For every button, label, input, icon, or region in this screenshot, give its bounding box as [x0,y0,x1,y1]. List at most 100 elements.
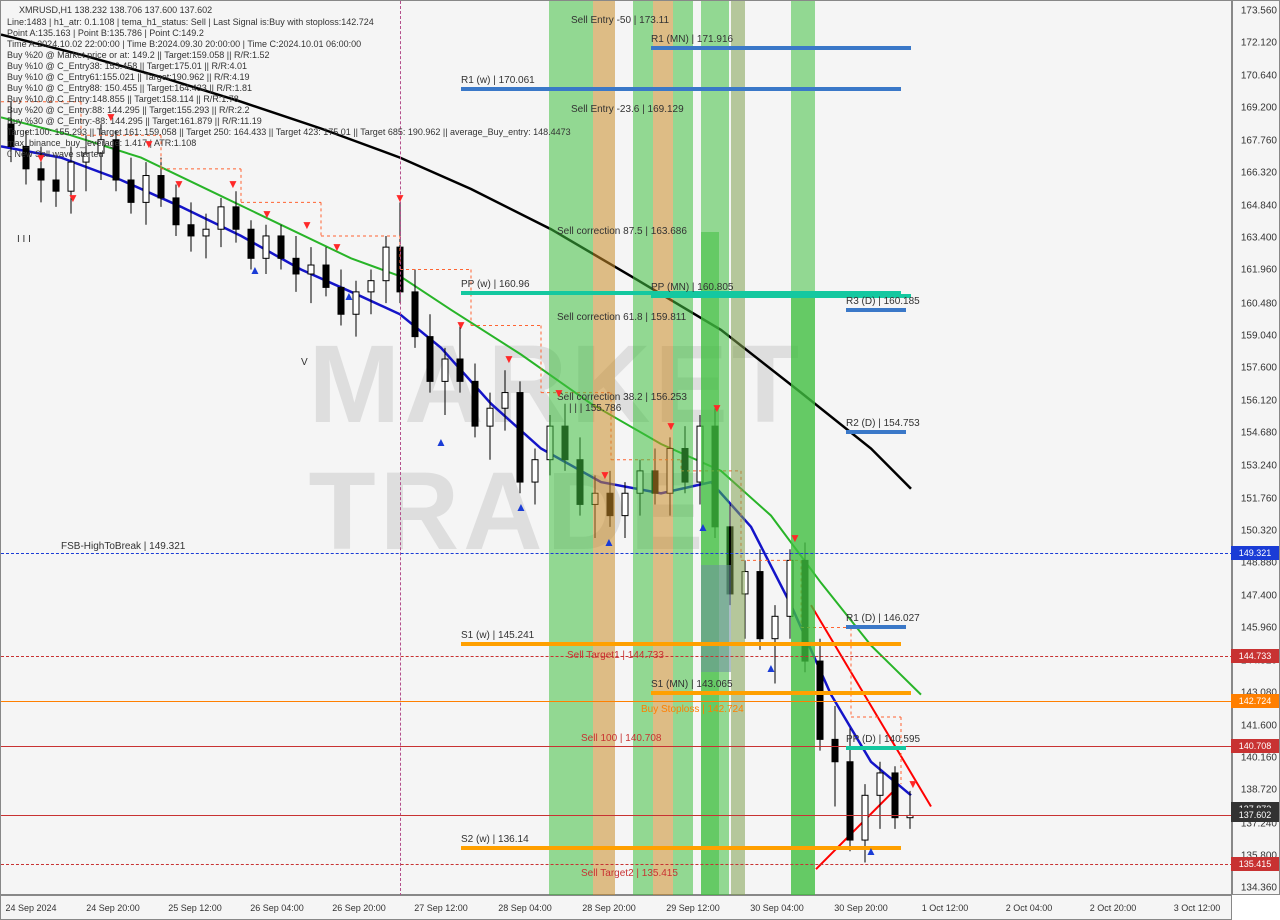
chart-label: Sell Entry -23.6 | 169.129 [571,104,684,115]
y-tick-label: 138.720 [1241,785,1277,796]
pivot-line [651,46,911,50]
symbol-bar: XMRUSD,H1 138.232 138.706 137.600 137.60… [19,5,212,15]
info-line: Buy %30 @ C_Entry:-88: 144.295 || Target… [7,116,262,126]
y-tick-label: 147.400 [1241,591,1277,602]
x-tick-label: 2 Oct 20:00 [1090,903,1137,913]
pivot-label: R1 (w) | 170.061 [461,75,535,86]
x-tick-label: 26 Sep 20:00 [332,903,386,913]
up-arrow-icon: ▲ [343,289,355,303]
down-arrow-icon: ▼ [67,191,79,205]
info-line: Line:1483 | h1_atr: 0.1.108 | tema_h1_st… [7,17,374,27]
info-line: Buy %10 @ C_Entry38: 153.458 || Target:1… [7,61,247,71]
horizontal-line [1,701,1233,702]
x-tick-label: 24 Sep 2024 [5,903,56,913]
y-tick-label: 156.120 [1241,396,1277,407]
chart-label: I I I [17,234,31,245]
y-tick-label: 159.040 [1241,330,1277,341]
up-arrow-icon: ▲ [765,661,777,675]
x-tick-label: 27 Sep 12:00 [414,903,468,913]
down-arrow-icon: ▼ [599,468,611,482]
y-tick-label: 141.600 [1241,720,1277,731]
info-line: Buy %10 @ C_Entry:148.855 || Target:158.… [7,94,239,104]
x-tick-label: 25 Sep 12:00 [168,903,222,913]
vertical-band [673,1,693,896]
pivot-line [461,846,901,850]
chart-container: MARKET TRADE R1 (w) | 170.061R1 (MN) | 1… [0,0,1280,920]
y-tick-label: 150.320 [1241,525,1277,536]
y-tick-label: 153.240 [1241,460,1277,471]
pivot-label: S1 (w) | 145.241 [461,630,534,641]
pivot-line [651,691,911,695]
chart-label: Sell correction 87.5 | 163.686 [557,226,687,237]
chart-label: Sell Entry -50 | 173.11 [571,15,669,26]
pivot-label: R1 (D) | 146.027 [846,613,920,624]
vertical-band [633,1,653,896]
chart-label: | | | 155.786 [569,403,621,414]
down-arrow-icon: ▼ [301,218,313,232]
y-tick-label: 140.160 [1241,753,1277,764]
x-tick-label: 29 Sep 12:00 [666,903,720,913]
vertical-band [731,1,745,896]
price-marker: 149.321 [1231,546,1279,560]
info-line: Buy %20 @ Market price or at: 149.2 || T… [7,50,269,60]
down-arrow-icon: ▼ [503,352,515,366]
up-arrow-icon: ▲ [435,435,447,449]
price-marker: 140.708 [1231,739,1279,753]
info-line: Buy %10 @ C_Entry88: 150.455 || Target:1… [7,83,252,93]
chart-label: FSB-HighToBreak | 149.321 [61,541,185,552]
y-tick-label: 167.760 [1241,135,1277,146]
x-tick-label: 26 Sep 04:00 [250,903,304,913]
down-arrow-icon: ▼ [711,401,723,415]
price-marker: 135.415 [1231,857,1279,871]
pivot-label: R2 (D) | 154.753 [846,418,920,429]
up-arrow-icon: ▲ [603,535,615,549]
info-line: Buy %10 @ C_Entry61:155.021 || Target:19… [7,72,249,82]
down-arrow-icon: ▼ [553,386,565,400]
pivot-label: R3 (D) | 160.185 [846,296,920,307]
horizontal-line [1,746,1233,747]
horizontal-line [1,553,1233,554]
chart-label: V [301,357,308,368]
y-tick-label: 166.320 [1241,167,1277,178]
info-line: Buy %20 @ C_Entry:88: 144.295 || Target:… [7,105,249,115]
x-tick-label: 1 Oct 12:00 [922,903,969,913]
y-tick-label: 173.560 [1241,5,1277,16]
vertical-band-partial [791,296,815,896]
down-arrow-icon: ▼ [173,177,185,191]
y-tick-label: 134.360 [1241,882,1277,893]
x-tick-label: 28 Sep 20:00 [582,903,636,913]
chart-label: Sell Target1 | 144.733 [567,650,664,661]
y-tick-label: 157.600 [1241,362,1277,373]
pivot-label: S1 (MN) | 143.065 [651,679,733,690]
pivot-label: PP (D) | 140.595 [846,734,920,745]
pivot-line [846,625,906,629]
x-tick-label: 3 Oct 12:00 [1174,903,1221,913]
info-line: max_binance_buy_leverage: 1.417 | ATR:1.… [7,138,196,148]
pivot-line [846,746,906,750]
down-arrow-icon: ▼ [105,110,117,124]
y-tick-label: 169.200 [1241,103,1277,114]
down-arrow-icon: ▼ [261,207,273,221]
y-tick-label: 151.760 [1241,493,1277,504]
horizontal-line [1,815,1233,816]
x-tick-label: 24 Sep 20:00 [86,903,140,913]
pivot-label: PP (MN) | 160.805 [651,282,733,293]
pivot-label: R1 (MN) | 171.916 [651,34,733,45]
vertical-band [593,1,615,896]
chart-area[interactable]: MARKET TRADE R1 (w) | 170.061R1 (MN) | 1… [0,0,1232,895]
down-arrow-icon: ▼ [35,151,47,165]
y-tick-label: 161.960 [1241,265,1277,276]
y-tick-label: 172.120 [1241,38,1277,49]
up-arrow-icon: ▲ [697,520,709,534]
pivot-line [461,642,901,646]
chart-label: Sell correction 61.8 | 159.811 [557,312,686,323]
y-tick-label: 154.680 [1241,428,1277,439]
pivot-label: PP (w) | 160.96 [461,279,530,290]
price-marker: 142.724 [1231,694,1279,708]
pivot-line [846,308,906,312]
x-tick-label: 2 Oct 04:00 [1006,903,1053,913]
down-arrow-icon: ▼ [143,137,155,151]
info-line: Target:100: 155.293 || Target 161: 159.0… [7,127,571,137]
pivot-label: S2 (w) | 136.14 [461,834,529,845]
pivot-line [846,430,906,434]
